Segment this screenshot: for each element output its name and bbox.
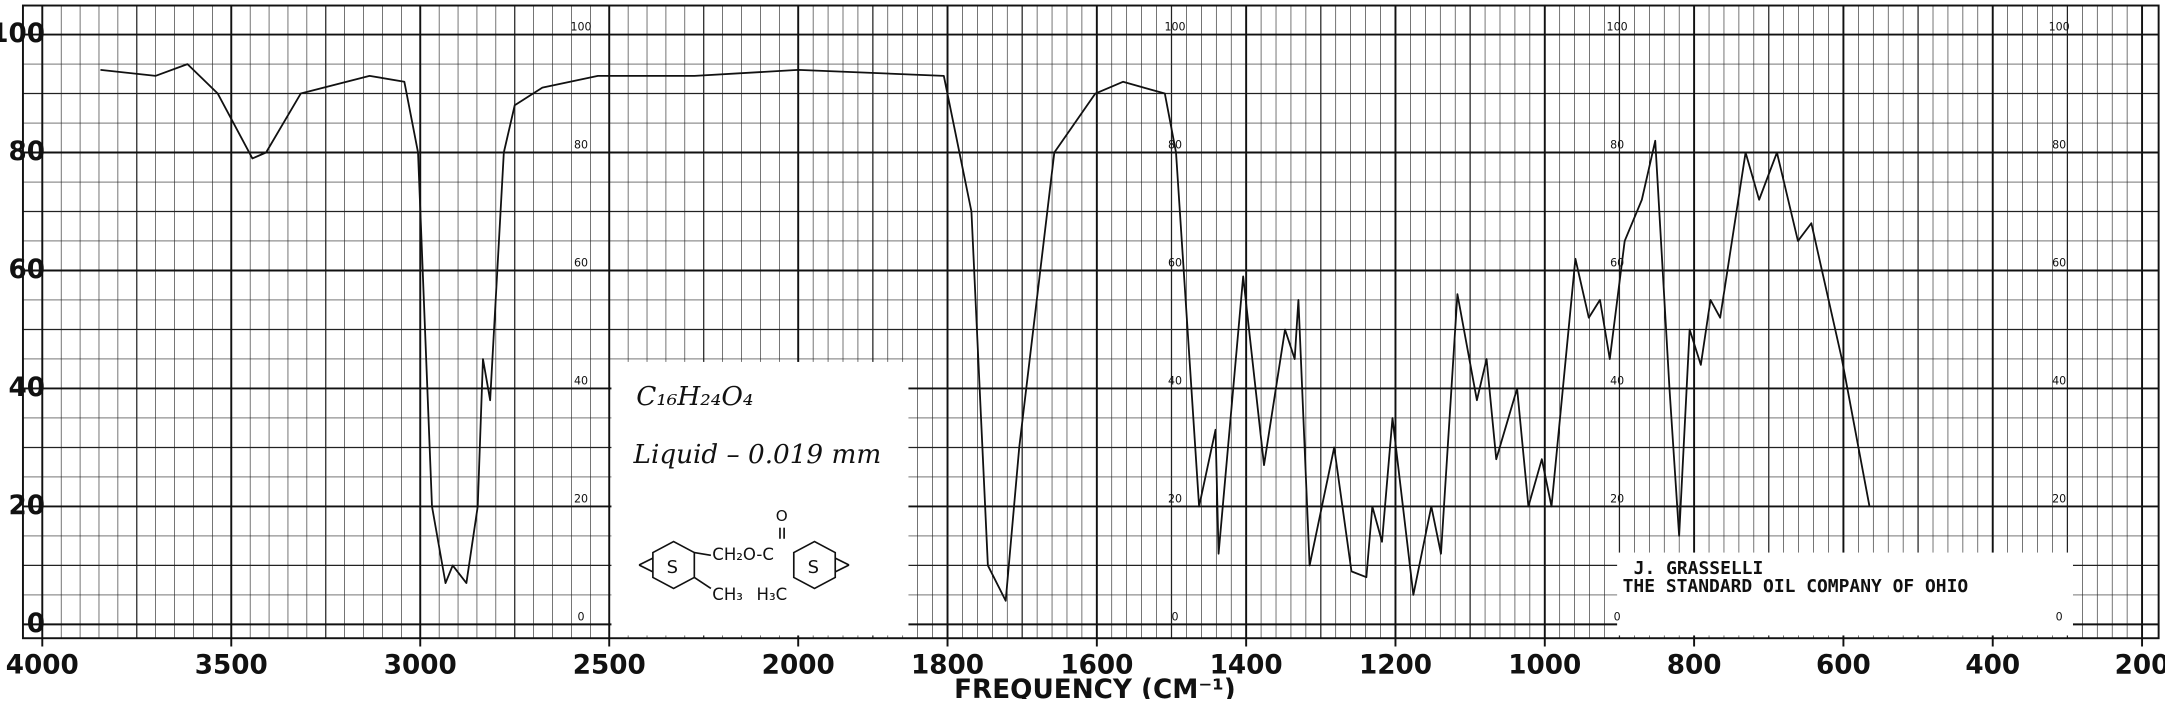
bond [834,557,850,566]
x-tick-label: 1600 [1060,650,1133,680]
x-tick-label: 3500 [195,650,268,680]
y-tick-label: 60 [9,255,46,285]
bond [694,551,712,557]
y-tick-label: 40 [9,373,46,403]
x-tick-label: 1000 [1508,650,1581,680]
inner-scale-label: 80 [574,139,588,152]
inner-scale-label: 100 [570,21,591,34]
ring [792,540,837,590]
x-tick-label: 2500 [573,650,646,680]
bond [638,557,654,566]
inner-scale-label: 20 [2052,493,2066,506]
y-tick-label: 20 [9,491,46,521]
inner-scale-label: 100 [1607,21,1628,34]
inner-scale-label: 80 [1610,139,1624,152]
inner-scale-label: 60 [1610,257,1624,270]
grid [21,4,2160,640]
spectrum [100,63,1871,602]
formula: C₁₆H₂₄O₄ [636,382,753,412]
structure-label: S [808,557,819,578]
y-tick-label: 0 [27,609,45,639]
inner-scale-label: 100 [1165,21,1186,34]
ring [652,540,696,590]
y-tick-label: 80 [9,137,46,167]
structure-label: CH₃ [712,585,743,604]
inner-scale-label: 100 [2049,21,2070,34]
x-tick-label: 2000 [762,650,835,680]
x-tick-label: 1200 [1359,650,1432,680]
structure-label: CH₂O-C [712,545,774,564]
inner-scale-label: 0 [1172,610,1179,623]
x-tick-label: 600 [1816,650,1871,680]
annotation-boxes: C₁₆H₂₄O₄ Liquid – 0.019 mm S CH₂O-C O CH… [611,361,2073,636]
inner-scale-label: 20 [574,493,588,506]
x-axis-label: FREQUENCY (CM⁻¹) [954,675,1236,699]
structure-label: S [667,557,678,578]
structure-label: O [776,507,788,525]
company: THE STANDARD OIL COMPANY OF OHIO [1623,576,1969,597]
structure-label: H₃C [756,585,787,604]
inner-scale-label: 60 [574,257,588,270]
bond [834,564,850,573]
inner-scale-label: 0 [1614,610,1621,623]
company-box [1617,552,2073,636]
annotation-box [611,361,909,636]
x-tick-label: 400 [1965,650,2020,680]
spectrum-line [100,63,1871,602]
bond [693,576,712,590]
author: J. GRASSELLI [1634,558,1764,579]
structure [638,527,850,590]
inner-scale-label: 80 [1168,139,1182,152]
inner-scale-label: 60 [1168,257,1182,270]
inner-scale-label: 0 [2056,610,2063,623]
x-tick-label: 1800 [911,650,984,680]
y-tick-label: 100 [0,19,45,49]
inner-scale-label: 20 [1168,493,1182,506]
inner-scale-label: 40 [2052,375,2066,388]
sample-note: Liquid – 0.019 mm [633,440,882,470]
bond [638,564,654,573]
inner-scale-label: 40 [574,375,588,388]
x-tick-label: 3000 [384,650,457,680]
axis-labels: FREQUENCY (CM⁻¹) 4000 3500 3000 2500 2000 180… [0,19,2165,703]
inner-scale-label: 40 [1168,375,1182,388]
x-tick-label: 4000 [6,650,79,680]
inner-scale-label: 20 [1610,493,1624,506]
x-tick-label: 800 [1667,650,1722,680]
inner-scale-label: 80 [2052,139,2066,152]
inner-scale-label: 60 [2052,257,2066,270]
x-tick-label: 1400 [1210,650,1283,680]
inner-scale-label: 0 [578,610,585,623]
plot-frame [21,4,2160,640]
inner-scale-label: 40 [1610,375,1624,388]
x-tick-label: 200 [2115,650,2165,680]
